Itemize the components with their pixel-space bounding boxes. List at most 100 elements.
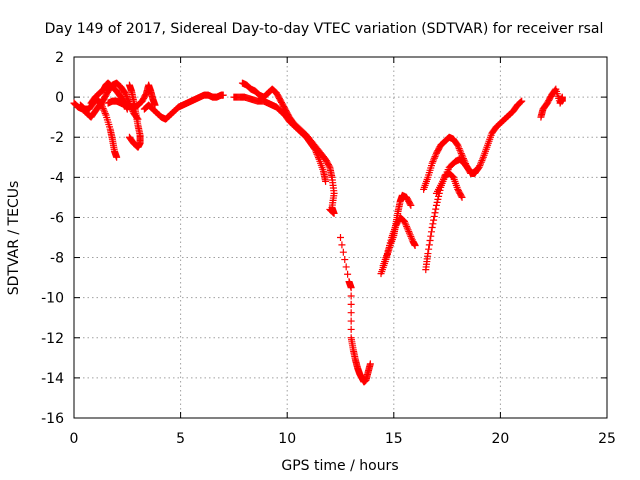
data-point [454, 141, 462, 149]
data-point [400, 217, 408, 225]
data-point [100, 106, 108, 114]
y-tick-label: -10 [41, 291, 64, 307]
data-point [429, 220, 437, 228]
data-point [344, 270, 352, 278]
data-point [406, 231, 414, 239]
data-point [516, 98, 524, 106]
data-point [458, 151, 466, 159]
data-point [326, 205, 334, 213]
x-tick-label: 25 [598, 431, 616, 447]
data-point [434, 195, 442, 203]
data-point [406, 200, 414, 208]
data-point [472, 167, 480, 175]
data-point [455, 145, 463, 153]
x-tick-labels: 0 5 10 15 20 25 [70, 431, 616, 447]
data-point [322, 177, 330, 185]
data-point [430, 154, 438, 162]
data-point [327, 207, 335, 215]
data-point [430, 212, 438, 220]
x-tick-label: 15 [385, 431, 403, 447]
data-point [101, 109, 109, 117]
data-point [219, 91, 227, 99]
chart-title: Day 149 of 2017, Sidereal Day-to-day VTE… [45, 21, 604, 37]
data-point [558, 97, 566, 105]
data-point [338, 241, 346, 249]
series-arc-h [238, 79, 338, 217]
data-point [99, 104, 107, 112]
data-point [347, 317, 355, 325]
x-tick-label: 20 [491, 431, 509, 447]
x-tick-label: 5 [176, 431, 185, 447]
data-point [407, 232, 415, 240]
data-point [325, 162, 333, 170]
plot-frame [73, 56, 608, 419]
data-point [405, 227, 413, 235]
data-point [411, 242, 419, 250]
data-point [426, 237, 434, 245]
series-arc-l [420, 97, 526, 193]
series-arc-g [230, 93, 330, 185]
data-point [425, 245, 433, 253]
data-point [402, 221, 410, 229]
data-point [457, 148, 465, 156]
data-point [518, 97, 526, 105]
data-point [425, 241, 433, 249]
data-point [456, 146, 464, 154]
y-tick-label: 2 [55, 50, 64, 66]
data-point [347, 300, 355, 308]
data-point [113, 153, 121, 161]
data-point [337, 234, 344, 241]
data-point [424, 250, 432, 258]
data-point [366, 360, 374, 368]
data-point [427, 228, 435, 236]
x-tick-label: 0 [70, 431, 79, 447]
data-point [347, 309, 355, 317]
data-point [121, 89, 129, 97]
data-point [430, 216, 438, 224]
data-point [472, 166, 480, 174]
data-point [123, 92, 131, 100]
data-point [98, 101, 106, 109]
y-tick-labels: -16 -14 -12 -10 -8 -6 -4 -2 0 2 [41, 50, 64, 427]
data-point [347, 292, 355, 300]
y-tick-label: -12 [41, 331, 64, 347]
data-point [403, 224, 411, 232]
series-arc-k [379, 213, 419, 270]
series-arc-e [104, 81, 159, 111]
data-point [431, 153, 439, 161]
y-tick-label: -8 [50, 251, 64, 267]
y-tick-label: -16 [41, 411, 64, 427]
data-point [457, 150, 465, 158]
data-point [404, 226, 412, 234]
data-point [347, 325, 355, 333]
data-point [327, 206, 335, 214]
data-point [122, 91, 130, 99]
data-point [403, 222, 411, 230]
data-point [477, 160, 485, 168]
series-arc-n [432, 155, 481, 197]
data-point [98, 103, 106, 111]
data-point [342, 263, 350, 271]
y-tick-label: -4 [50, 170, 64, 186]
data-points [70, 79, 566, 386]
data-point [428, 223, 436, 231]
data-point [429, 158, 437, 166]
data-point [457, 192, 465, 200]
data-point [433, 198, 441, 206]
data-point [347, 284, 355, 292]
series-arc-i [337, 234, 374, 386]
data-point [430, 156, 438, 164]
data-point [407, 201, 415, 209]
y-tick-label: -2 [50, 130, 64, 146]
data-point [431, 209, 439, 217]
data-point [432, 151, 440, 159]
data-point [551, 86, 559, 94]
data-point [101, 108, 109, 116]
data-point [479, 155, 487, 163]
x-tick-label: 10 [278, 431, 296, 447]
x-axis-label: GPS time / hours [281, 458, 398, 474]
y-tick-label: -14 [41, 371, 64, 387]
data-point [125, 133, 133, 141]
data-point [432, 201, 440, 209]
